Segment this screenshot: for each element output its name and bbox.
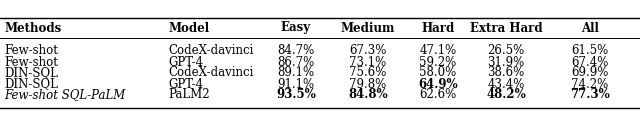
Text: 47.1%: 47.1%	[419, 45, 456, 57]
Text: 59.2%: 59.2%	[419, 55, 456, 69]
Text: GPT-4: GPT-4	[168, 77, 203, 91]
Text: Medium: Medium	[341, 22, 395, 35]
Text: 84.8%: 84.8%	[348, 89, 388, 102]
Text: 67.4%: 67.4%	[572, 55, 609, 69]
Text: Few-shot: Few-shot	[4, 45, 58, 57]
Text: 58.0%: 58.0%	[419, 67, 456, 79]
Text: 31.9%: 31.9%	[488, 55, 525, 69]
Text: 91.1%: 91.1%	[277, 77, 315, 91]
Text: Hard: Hard	[421, 22, 454, 35]
Text: 38.6%: 38.6%	[488, 67, 525, 79]
Text: GPT-4: GPT-4	[168, 55, 203, 69]
Text: CodeX-davinci: CodeX-davinci	[168, 67, 253, 79]
Text: 61.5%: 61.5%	[572, 45, 609, 57]
Text: 75.6%: 75.6%	[349, 67, 387, 79]
Text: 67.3%: 67.3%	[349, 45, 387, 57]
Text: Extra Hard: Extra Hard	[470, 22, 542, 35]
Text: DIN-SQL: DIN-SQL	[4, 77, 58, 91]
Text: 48.2%: 48.2%	[486, 89, 526, 102]
Text: 86.7%: 86.7%	[277, 55, 315, 69]
Text: Easy: Easy	[281, 22, 311, 35]
Text: CodeX-davinci: CodeX-davinci	[168, 45, 253, 57]
Text: Few-shot SQL-PaLM: Few-shot SQL-PaLM	[4, 89, 125, 102]
Text: 77.3%: 77.3%	[570, 89, 610, 102]
Text: DIN-SQL: DIN-SQL	[4, 67, 58, 79]
Text: 69.9%: 69.9%	[572, 67, 609, 79]
Text: 89.1%: 89.1%	[277, 67, 315, 79]
Text: All: All	[581, 22, 599, 35]
Text: 62.6%: 62.6%	[419, 89, 456, 102]
Text: 93.5%: 93.5%	[276, 89, 316, 102]
Text: 73.1%: 73.1%	[349, 55, 387, 69]
Text: 84.7%: 84.7%	[277, 45, 315, 57]
Text: 64.9%: 64.9%	[418, 77, 458, 91]
Text: 74.2%: 74.2%	[572, 77, 609, 91]
Text: Methods: Methods	[4, 22, 61, 35]
Text: Few-shot: Few-shot	[4, 55, 58, 69]
Text: 79.8%: 79.8%	[349, 77, 387, 91]
Text: PaLM2: PaLM2	[168, 89, 210, 102]
Text: Model: Model	[168, 22, 209, 35]
Text: 26.5%: 26.5%	[488, 45, 525, 57]
Text: 43.4%: 43.4%	[487, 77, 525, 91]
